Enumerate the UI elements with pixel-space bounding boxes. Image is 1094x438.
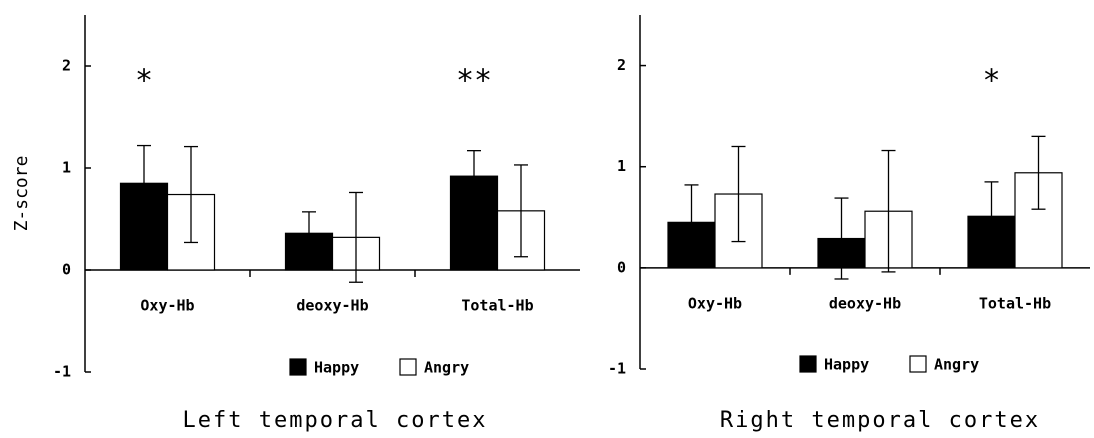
x-tick-label: Oxy-Hb [140, 297, 194, 315]
error-bar [349, 191, 363, 283]
chart-title: Left temporal cortex [183, 408, 488, 433]
error-bar [302, 211, 316, 256]
error-bar [467, 150, 481, 203]
y-tick-label: 1 [62, 159, 71, 177]
y-axis-label: Z-score [11, 156, 32, 232]
x-tick-label: Total-Hb [979, 294, 1051, 312]
y-tick-label: 0 [617, 258, 626, 276]
error-bar [984, 181, 999, 252]
error-bar [731, 145, 746, 243]
legend-swatch [289, 358, 307, 376]
chart-title: Right temporal cortex [720, 408, 1040, 433]
error-bar [137, 144, 151, 222]
legend-swatch [799, 355, 817, 373]
x-tick-label: deoxy-Hb [829, 294, 901, 312]
legend-label: Happy [824, 356, 869, 374]
legend-label: Happy [314, 359, 359, 377]
x-tick-label: Total-Hb [461, 297, 533, 315]
legend-swatch [399, 358, 417, 376]
error-bar [1031, 135, 1046, 210]
y-tick-label: -1 [608, 360, 626, 378]
y-tick-label: 2 [62, 57, 71, 75]
x-tick-label: Oxy-Hb [688, 294, 742, 312]
y-tick-label: 0 [62, 261, 71, 279]
y-tick-label: 1 [617, 157, 626, 175]
error-bar [184, 145, 198, 244]
y-tick-label: -1 [53, 363, 71, 381]
x-tick-label: deoxy-Hb [296, 297, 368, 315]
y-tick-label: 2 [617, 56, 626, 74]
annotation: ** [456, 64, 492, 99]
legend-swatch [909, 355, 927, 373]
error-bar [834, 197, 849, 280]
annotation: * [982, 64, 1000, 99]
error-bar [514, 164, 528, 258]
error-bar [881, 149, 896, 273]
annotation: * [135, 64, 153, 99]
legend-label: Angry [424, 359, 469, 377]
error-bar [684, 184, 699, 261]
legend-label: Angry [934, 356, 979, 374]
